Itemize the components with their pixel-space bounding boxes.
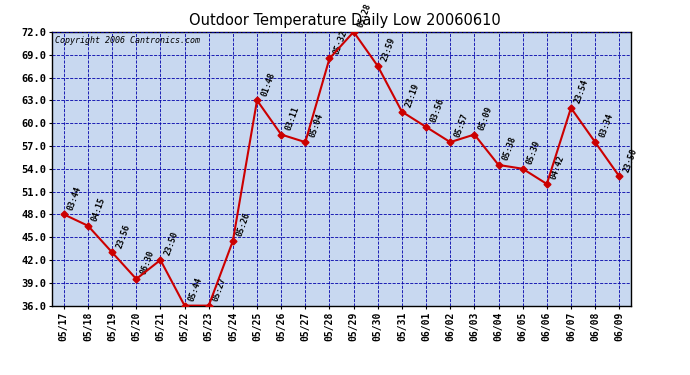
Text: 23:59: 23:59	[380, 36, 397, 63]
Text: Outdoor Temperature Daily Low 20060610: Outdoor Temperature Daily Low 20060610	[189, 13, 501, 28]
Text: 05:32: 05:32	[332, 29, 349, 56]
Text: 05:28: 05:28	[356, 2, 373, 29]
Text: 03:56: 03:56	[428, 98, 446, 124]
Text: 23:50: 23:50	[622, 147, 639, 173]
Text: 23:50: 23:50	[163, 230, 180, 257]
Text: 03:34: 03:34	[598, 112, 615, 139]
Text: 23:54: 23:54	[573, 78, 591, 105]
Text: 04:42: 04:42	[549, 154, 566, 181]
Text: 03:44: 03:44	[66, 185, 83, 211]
Text: 06:30: 06:30	[139, 249, 156, 276]
Text: 05:09: 05:09	[477, 105, 494, 132]
Text: 05:26: 05:26	[235, 211, 253, 238]
Text: 23:19: 23:19	[404, 82, 422, 109]
Text: 05:27: 05:27	[211, 276, 228, 303]
Text: 04:15: 04:15	[90, 196, 108, 223]
Text: Copyright 2006 Cantronics.com: Copyright 2006 Cantronics.com	[55, 36, 199, 45]
Text: 03:11: 03:11	[284, 105, 301, 132]
Text: 05:39: 05:39	[525, 139, 542, 166]
Text: 05:44: 05:44	[187, 276, 204, 303]
Text: 05:57: 05:57	[453, 112, 470, 139]
Text: 05:04: 05:04	[308, 112, 325, 139]
Text: 05:38: 05:38	[501, 135, 518, 162]
Text: 23:56: 23:56	[115, 223, 132, 249]
Text: 01:48: 01:48	[259, 71, 277, 97]
